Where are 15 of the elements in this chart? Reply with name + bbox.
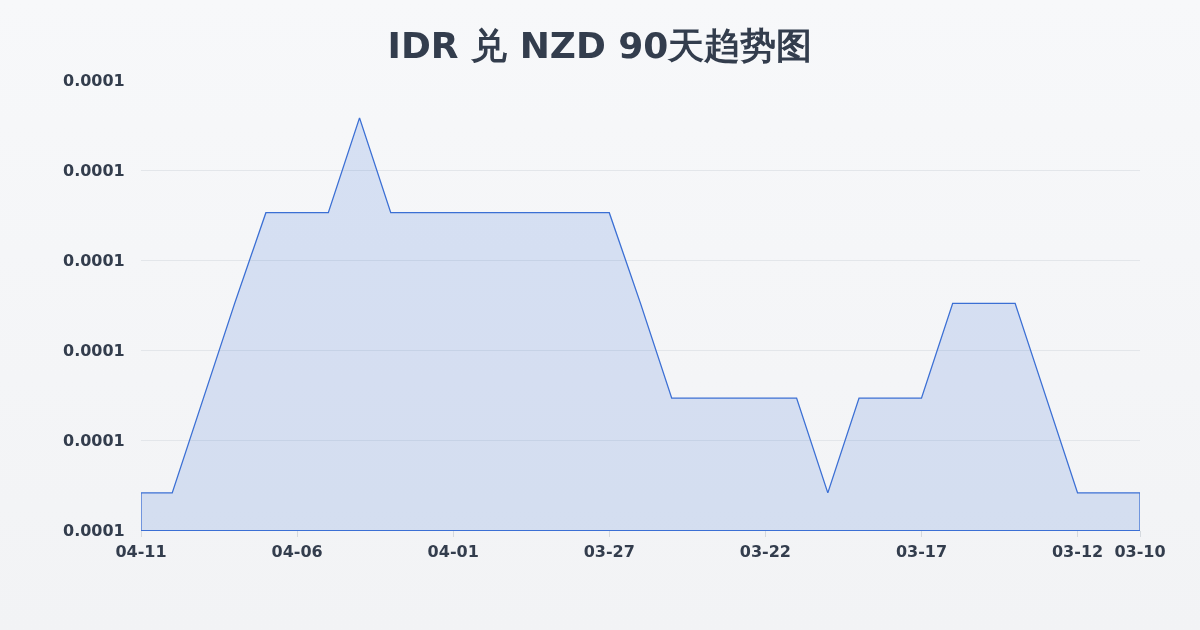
text: 0.0001 xyxy=(63,251,125,270)
x-tick-label: 03-17 xyxy=(895,541,948,561)
text: 0.0001 xyxy=(63,341,125,360)
x-tick-label: 04-11 xyxy=(115,541,167,561)
x-tick-label: 03-22 xyxy=(739,541,791,561)
x-tick-label: 03-27 xyxy=(583,541,635,561)
x-tick-label: 03-10 xyxy=(1114,541,1166,561)
x-tick-label: 04-06 xyxy=(271,541,323,561)
chart-title: IDR 兑 NZD 90天趋势图 xyxy=(387,24,813,66)
text: 0.0001 xyxy=(63,71,125,90)
text: 0.0001 xyxy=(63,431,125,450)
x-tick-label: 03-12 xyxy=(1051,541,1104,561)
x-tick-label: 04-01 xyxy=(427,541,479,561)
text: 0.0001 xyxy=(63,521,125,540)
text: 0.0001 xyxy=(63,161,125,180)
